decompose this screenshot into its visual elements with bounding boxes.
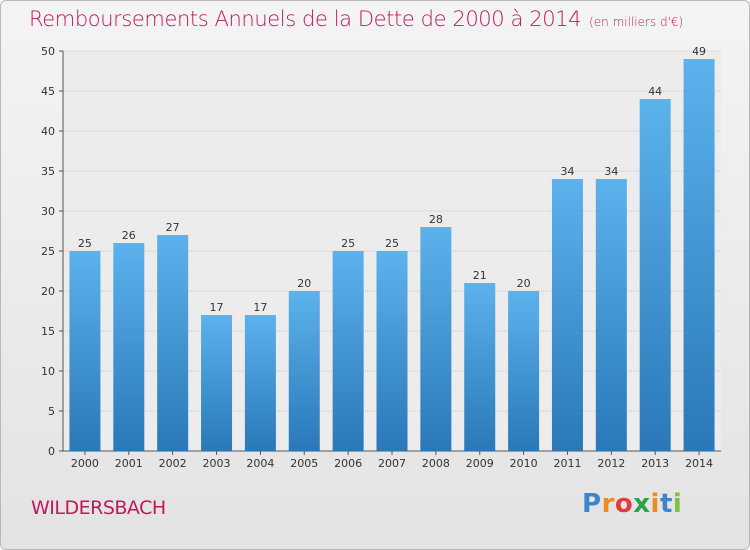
x-tick-label: 2006 — [334, 457, 362, 470]
bar — [595, 179, 627, 451]
x-tick-label: 2002 — [159, 457, 187, 470]
bar-value-label: 17 — [253, 301, 267, 314]
x-tick-label: 2011 — [553, 457, 581, 470]
bar-value-label: 34 — [560, 165, 574, 178]
x-tick-label: 2004 — [246, 457, 274, 470]
bar — [551, 179, 583, 451]
bar-value-label: 21 — [473, 269, 487, 282]
bar-value-label: 28 — [429, 213, 443, 226]
brand-letter: r — [601, 489, 615, 519]
y-tick-label: 15 — [41, 325, 55, 338]
bar-value-label: 25 — [78, 237, 92, 250]
bar — [288, 291, 320, 451]
bar — [420, 227, 452, 451]
bar — [464, 283, 496, 451]
x-tick-label: 2010 — [510, 457, 538, 470]
bar — [639, 99, 671, 451]
brand-letter: o — [614, 489, 634, 519]
brand-letter: i — [672, 489, 683, 519]
x-tick-label: 2003 — [203, 457, 231, 470]
bar — [683, 59, 715, 451]
y-tick-label: 30 — [41, 205, 55, 218]
y-tick-label: 5 — [48, 405, 55, 418]
x-tick-label: 2000 — [71, 457, 99, 470]
y-tick-label: 50 — [41, 45, 55, 58]
bar-value-label: 20 — [297, 277, 311, 290]
bar-value-label: 26 — [122, 229, 136, 242]
bar — [508, 291, 540, 451]
brand-letter: i — [650, 489, 660, 519]
x-tick-label: 2009 — [466, 457, 494, 470]
x-tick-label: 2013 — [641, 457, 669, 470]
brand-letter: P — [582, 489, 602, 519]
bar-value-label: 25 — [385, 237, 399, 250]
bar — [244, 315, 276, 451]
bar — [376, 251, 408, 451]
y-tick-label: 40 — [41, 125, 55, 138]
brand-letter: x — [633, 489, 651, 519]
bar-value-label: 27 — [166, 221, 180, 234]
chart-title: Remboursements Annuels de la Dette de 20… — [29, 7, 683, 31]
proxiti-logo: Proxiti — [582, 489, 682, 519]
bar-value-label: 34 — [604, 165, 618, 178]
bar-value-label: 20 — [517, 277, 531, 290]
y-tick-label: 20 — [41, 285, 55, 298]
bar-value-label: 17 — [210, 301, 224, 314]
bar — [332, 251, 364, 451]
bar-value-label: 44 — [648, 85, 662, 98]
y-tick-label: 25 — [41, 245, 55, 258]
bar — [113, 243, 145, 451]
bar-value-label: 25 — [341, 237, 355, 250]
bar — [69, 251, 101, 451]
chart-title-text: Remboursements Annuels de la Dette de 20… — [29, 7, 582, 31]
chart-unit: (en milliers d'€) — [589, 15, 684, 29]
x-tick-label: 2007 — [378, 457, 406, 470]
x-tick-label: 2014 — [685, 457, 713, 470]
brand-letter: t — [659, 489, 673, 519]
bar-value-label: 49 — [692, 45, 706, 58]
x-tick-label: 2005 — [290, 457, 318, 470]
y-tick-label: 10 — [41, 365, 55, 378]
x-tick-label: 2001 — [115, 457, 143, 470]
bar — [157, 235, 189, 451]
bar — [201, 315, 233, 451]
y-tick-label: 0 — [48, 445, 55, 458]
y-tick-label: 35 — [41, 165, 55, 178]
place-name: WILDERSBACH — [31, 497, 166, 519]
x-tick-label: 2008 — [422, 457, 450, 470]
x-tick-label: 2012 — [597, 457, 625, 470]
y-tick-label: 45 — [41, 85, 55, 98]
